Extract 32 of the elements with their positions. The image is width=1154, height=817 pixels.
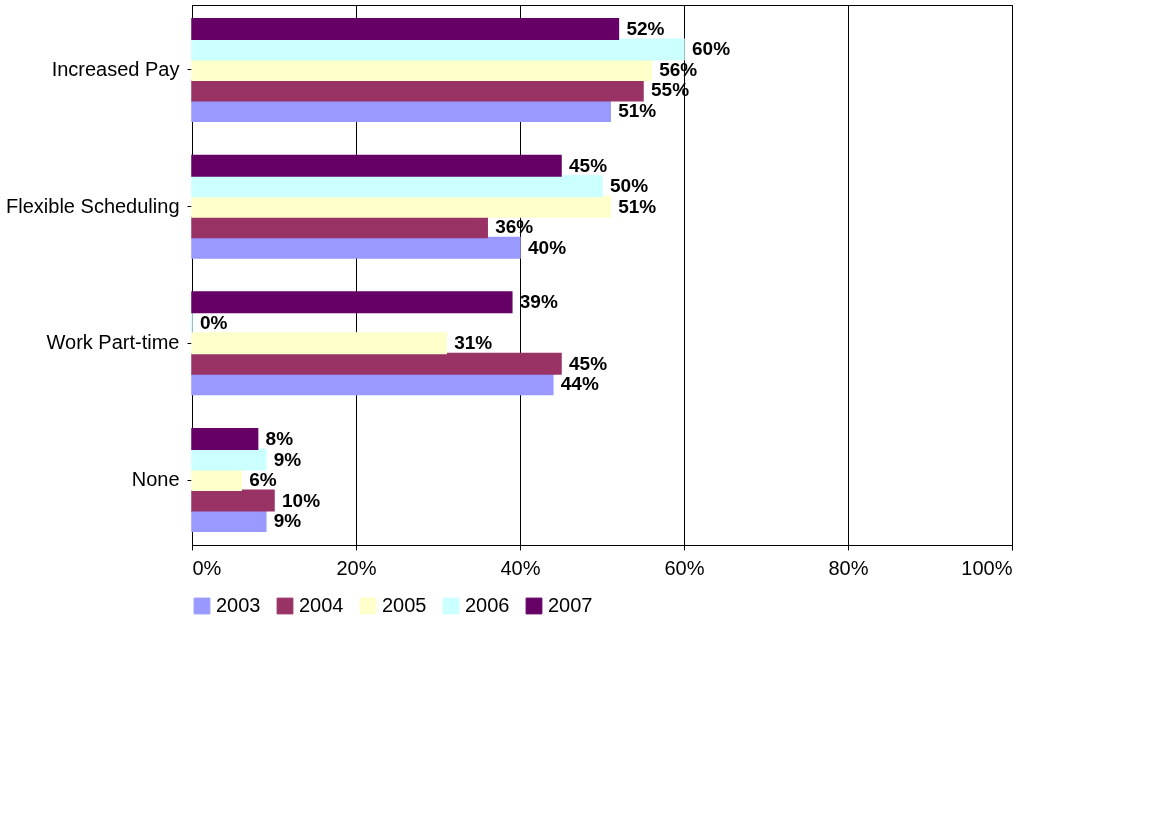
data-label: 50% xyxy=(610,175,649,197)
data-label: 40% xyxy=(528,236,567,258)
data-label: 10% xyxy=(282,489,321,511)
data-label: 60% xyxy=(692,38,731,60)
y-tick-label: Flexible Scheduling xyxy=(6,194,180,217)
data-label: 45% xyxy=(569,154,608,176)
data-label: 6% xyxy=(249,469,277,491)
data-label: 45% xyxy=(569,352,608,374)
legend-label: 2005 xyxy=(382,594,427,616)
x-tick-label: 0% xyxy=(192,556,222,579)
legend-label: 2007 xyxy=(548,594,593,616)
data-label: 52% xyxy=(626,17,665,39)
legend-label: 2004 xyxy=(299,594,344,616)
data-label: 51% xyxy=(618,195,657,217)
y-tick-label: Increased Pay xyxy=(51,57,180,80)
y-tick-label: Work Part-time xyxy=(46,331,180,354)
data-label: 9% xyxy=(273,510,302,532)
data-label: 0% xyxy=(200,311,228,333)
data-label: 39% xyxy=(519,291,558,313)
x-tick-label: 60% xyxy=(664,556,705,579)
y-tick-label: None xyxy=(131,468,180,491)
data-label: 9% xyxy=(273,448,302,470)
x-tick-label: 80% xyxy=(828,556,869,579)
data-label: 8% xyxy=(265,428,294,450)
legend-label: 2006 xyxy=(465,594,510,616)
x-tick-label: 20% xyxy=(336,556,377,579)
legend-label: 2003 xyxy=(216,594,261,616)
data-label: 31% xyxy=(454,332,493,354)
x-tick-label: 40% xyxy=(500,556,541,579)
x-tick-label: 100% xyxy=(961,556,1013,579)
data-label: 51% xyxy=(618,99,657,121)
data-label: 44% xyxy=(560,373,599,395)
